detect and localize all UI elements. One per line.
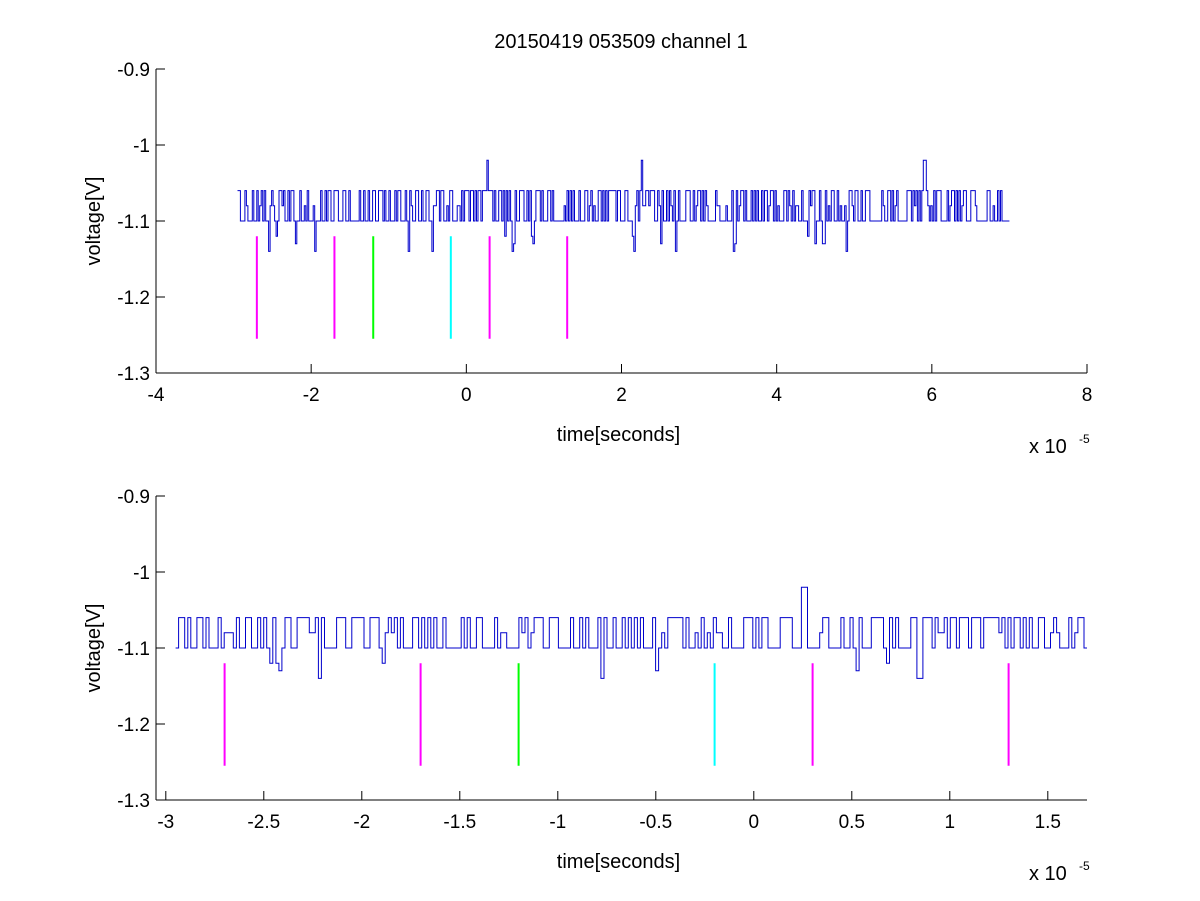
- bottom-x-axis-label: time[seconds]: [557, 851, 680, 873]
- top-y-tick-label: -1.2: [117, 288, 150, 309]
- top-x-tick-label: -4: [148, 385, 165, 406]
- top-y-tick-label: -1: [133, 136, 150, 157]
- bottom-x-exponent-power: -5: [1079, 859, 1090, 873]
- top-x-tick-label: 6: [927, 385, 938, 406]
- bottom-y-tick-label: -1.3: [117, 791, 150, 812]
- bottom-y-tick-label: -1.2: [117, 715, 150, 736]
- bottom-x-tick-label: -2: [353, 812, 370, 833]
- x-exponent-bottom: x 10: [1029, 863, 1067, 885]
- bottom-x-tick-label: -2.5: [247, 812, 280, 833]
- bottom-y-tick-label: -0.9: [117, 487, 150, 508]
- x-exponent-top: x 10: [1029, 436, 1067, 458]
- bottom-signal-line: [175, 586, 1087, 679]
- bottom-x-tick-label: -0.5: [639, 812, 672, 833]
- bottom-plot: -0.9 -1 -1.1 -1.2 -1.3 -3 -2.5 -2 -1.5 -1 -0.5 0 0.5…: [83, 487, 1090, 885]
- bottom-x-tick-label: -1.5: [443, 812, 476, 833]
- top-x-tick-label: 8: [1082, 385, 1093, 406]
- top-y-tick-label: -0.9: [117, 60, 150, 81]
- top-y-tick-label: -1.1: [117, 212, 150, 233]
- bottom-y-tick-label: -1: [133, 563, 150, 584]
- top-x-tick-label: 0: [461, 385, 472, 406]
- bottom-x-tick-label: -3: [157, 812, 174, 833]
- top-y-tick-label: -1.3: [117, 364, 150, 385]
- top-signal-line: [237, 159, 1010, 252]
- bottom-x-tick-label: 0.5: [839, 812, 865, 833]
- bottom-x-tick-label: -1: [549, 812, 566, 833]
- figure-title: 20150419 053509 channel 1: [494, 31, 748, 53]
- top-x-tick-label: 2: [616, 385, 627, 406]
- bottom-y-tick-label: -1.1: [117, 639, 150, 660]
- top-x-exponent-power: -5: [1079, 432, 1090, 446]
- top-x-tick-label: -2: [303, 385, 320, 406]
- bottom-x-tick-label: 1.5: [1035, 812, 1061, 833]
- top-x-tick-label: 4: [771, 385, 782, 406]
- top-x-axis-label: time[seconds]: [557, 424, 680, 446]
- bottom-y-axis-label: voltage[V]: [83, 604, 105, 693]
- top-plot: -0.9 -1 -1.1 -1.2 -1.3-4 -2 0 2 4 6 8 time[seconds]…: [83, 60, 1092, 458]
- bottom-x-tick-label: 0: [749, 812, 760, 833]
- top-y-axis-label: voltage[V]: [83, 177, 105, 266]
- bottom-x-tick-label: 1: [945, 812, 956, 833]
